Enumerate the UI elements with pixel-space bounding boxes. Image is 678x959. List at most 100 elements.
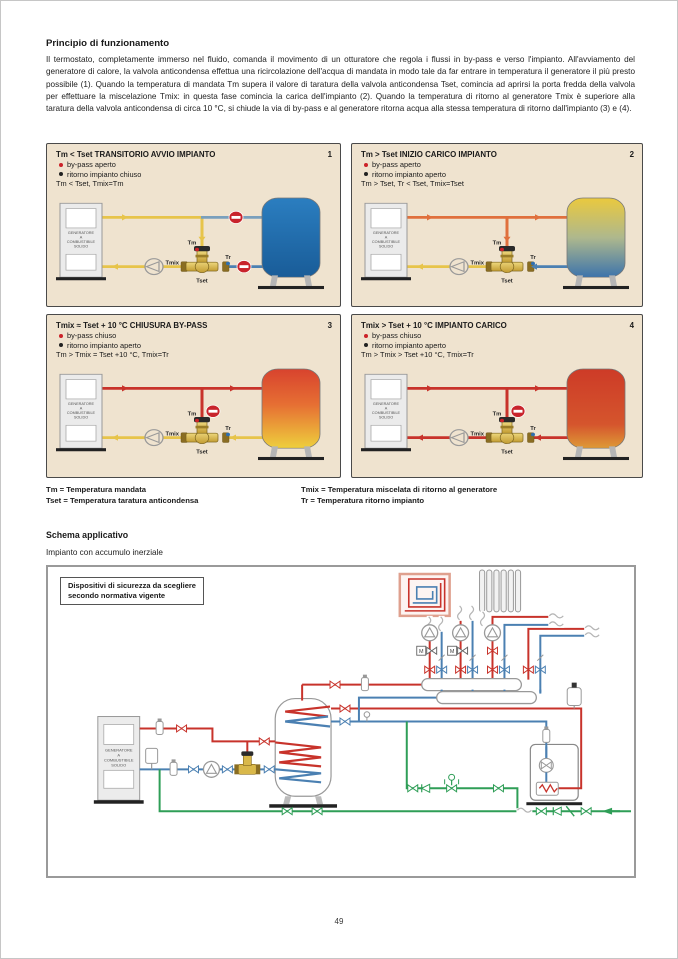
page-title: Principio di funzionamento [46,38,170,49]
expansion-vessel-icon [145,747,159,764]
floor-heating-coil-icon [398,572,451,618]
label-tm: Tm [188,412,197,418]
svg-text:SOLIDO: SOLIDO [74,244,89,248]
ball-valve-icon [535,807,547,816]
dhw-appliance [526,743,583,806]
svg-text:GENERATORE: GENERATORE [373,231,400,235]
state-panel-3: Tmix ≈ Tset + 10 °C CHIUSURA BY-PASS 3 by… [46,314,341,478]
pump-icon [449,257,469,275]
storage-tank-icon [258,368,324,460]
pump-icon [451,624,470,642]
dhw-appliance-internals [535,746,579,796]
red-bullet-icon [59,333,63,338]
panel-bullet: by-pass chiuso [67,331,117,340]
pipe-break-icon [583,632,601,640]
ball-valve-icon [407,784,419,793]
section-subtitle: Impianto con accumulo inerziale [46,548,163,557]
pipe-break-icon [547,621,565,629]
storage-tank-icon [563,368,629,460]
page-number: 49 [334,917,344,926]
panel-bullet: by-pass aperto [372,160,421,169]
label-tr: Tr [225,426,231,432]
no-flow-sign-icon [228,210,244,224]
panel-title: Tmix > Tset + 10 °C IMPIANTO CARICO [361,321,507,330]
tm-probe-dot [195,247,199,251]
generator-box: GENERATORE A COMBUSTIBILE SOLIDO [93,716,144,804]
pump-icon [144,257,164,275]
panel-diagram-4: GENERATORE A COMBUSTIBILE SOLIDO Tm Tmix… [361,362,634,464]
ball-valve-icon [263,765,275,774]
black-bullet-icon [364,343,368,348]
panel-title: Tmix ≈ Tset + 10 °C CHIUSURA BY-PASS [56,321,208,330]
air-vent-icon [542,725,551,743]
svg-text:GENERATORE: GENERATORE [68,231,95,235]
svg-text:A: A [80,406,83,410]
svg-text:SOLIDO: SOLIDO [74,415,89,419]
panel-number: 4 [629,321,634,330]
svg-text:GENERATORE: GENERATORE [68,402,95,406]
pump-icon [449,428,469,446]
label-tr: Tr [225,255,231,261]
label-tset: Tset [196,449,208,455]
svg-text:SOLIDO: SOLIDO [379,415,394,419]
check-valve-icon [421,783,431,793]
state-panel-4: Tmix > Tset + 10 °C IMPIANTO CARICO 4 by-… [351,314,643,478]
anticondensation-valve-icon [485,416,535,444]
filter-icon [169,758,178,776]
radiator-icon [479,569,522,613]
panel-title: Tm > Tset INIZIO CARICO IMPIANTO [361,150,497,159]
expansion-vessel-icon [566,687,582,707]
ball-valve-icon [188,765,199,774]
svg-text:M: M [419,649,424,655]
schematic-components: M M [145,604,621,817]
generator-icon: GENERATORE A COMBUSTIBILE SOLIDO [361,202,411,280]
panel-bullet: by-pass aperto [67,160,116,169]
panel-bullet: ritorno impianto chiuso [67,169,142,179]
svg-text:A: A [80,235,83,239]
ball-valve-icon [492,784,504,793]
legend-item: Tm = Temperatura mandata [46,485,147,494]
red-bullet-icon [59,162,63,167]
svg-text:COMBUSTIBILE: COMBUSTIBILE [104,757,134,762]
state-panels-grid: Tm < Tset TRANSITORIO AVVIO IMPIANTO 1 by… [46,143,643,478]
tm-probe-dot [195,418,199,422]
panel-bullet: ritorno impianto aperto [372,169,446,179]
section-title: Schema applicativo [46,530,129,540]
label-tr: Tr [530,426,536,432]
svg-text:SOLIDO: SOLIDO [379,244,394,248]
ball-valve-icon [329,680,341,689]
red-bullet-icon [364,333,368,338]
ball-valve-icon [176,724,188,733]
svg-text:GENERATORE: GENERATORE [105,747,133,752]
svg-text:COMBUSTIBILE: COMBUSTIBILE [67,240,96,244]
label-tset: Tset [196,278,208,284]
generator-icon: GENERATORE A COMBUSTIBILE SOLIDO [361,373,411,451]
motorized-valve-icon: M [447,645,469,656]
ball-valve-icon [258,737,270,746]
label-tmix: Tmix [470,260,484,266]
no-flow-sign-icon [205,404,221,418]
intro-paragraph: Il termostato, completamente immerso nel… [46,55,635,114]
label-tmix: Tmix [470,431,484,437]
tr-probe-dot [531,261,535,265]
no-flow-sign-icon [236,259,252,273]
pipe-break-icon [515,807,533,815]
svg-text:COMBUSTIBILE: COMBUSTIBILE [372,240,401,244]
black-bullet-icon [59,172,63,177]
distribution-manifolds [421,677,542,705]
svg-text:COMBUSTIBILE: COMBUSTIBILE [67,411,96,415]
panel-number: 1 [327,150,332,159]
state-panel-2: Tm > Tset INIZIO CARICO IMPIANTO 2 by-pas… [351,143,643,307]
anticondensation-valve-icon [234,751,261,775]
red-bullet-icon [364,162,368,167]
panel-diagram-3: GENERATORE A COMBUSTIBILE SOLIDO Tm Tmix… [56,362,332,464]
application-schematic: GENERATORE A COMBUSTIBILE SOLIDO [46,565,636,878]
pump-icon [202,760,221,778]
label-tmix: Tmix [165,431,179,437]
anticondensation-valve-icon [485,245,535,273]
panel-bullet: ritorno impianto aperto [67,340,141,350]
label-tset: Tset [501,449,513,455]
ball-valve-icon [339,717,351,726]
generator-icon: GENERATORE A COMBUSTIBILE SOLIDO [56,202,106,280]
